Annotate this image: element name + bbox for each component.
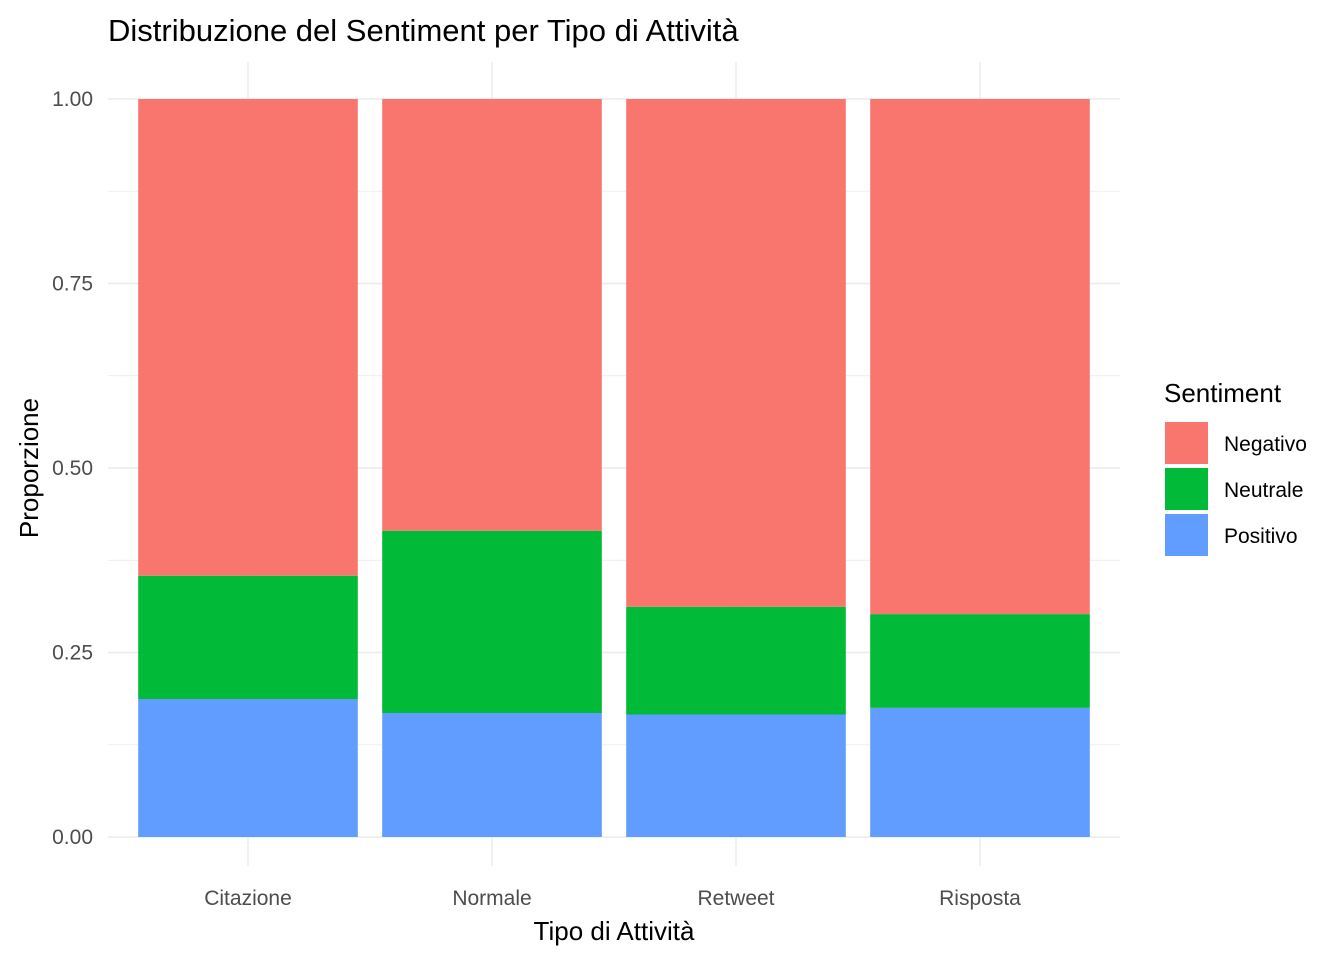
legend-label-neutrale: Neutrale [1224,479,1303,502]
bar-negativo-risposta [870,99,1090,615]
bar-positivo-risposta [870,707,1090,837]
y-tick-label: 0.75 [52,273,93,296]
bar-neutrale-normale [382,530,602,714]
x-axis-ticks: Citazione Normale Retweet Risposta [204,887,1021,910]
x-tick-label: Retweet [697,887,774,910]
chart-title: Distribuzione del Sentiment per Tipo di … [108,13,739,48]
bar-positivo-citazione [138,698,358,837]
bar-negativo-citazione [138,99,358,576]
legend-swatch-negativo [1165,422,1208,464]
legend-swatch-neutrale [1165,468,1208,510]
x-tick-label: Citazione [204,887,292,910]
bar-neutrale-citazione [138,575,358,699]
y-tick-label: 0.50 [52,457,93,480]
bar-negativo-normale [382,99,602,531]
bar-neutrale-risposta [870,614,1090,708]
y-tick-label: 0.25 [52,642,93,665]
legend-title: Sentiment [1164,378,1282,408]
legend-swatch-positivo [1165,514,1208,556]
legend-label-negativo: Negativo [1224,433,1307,456]
y-tick-label: 0.00 [52,826,93,849]
y-axis-label: Proporzione [14,398,44,538]
x-axis-label: Tipo di Attività [534,916,695,946]
bars [138,99,1090,837]
y-tick-label: 1.00 [52,88,93,111]
bar-positivo-retweet [626,714,846,837]
x-tick-label: Normale [452,887,531,910]
y-axis-ticks: 0.00 0.25 0.50 0.75 1.00 [52,88,93,849]
x-tick-label: Risposta [939,887,1021,910]
bar-negativo-retweet [626,99,846,607]
bar-neutrale-retweet [626,606,846,715]
bar-positivo-normale [382,713,602,837]
legend-label-positivo: Positivo [1224,525,1298,548]
legend: Sentiment Negativo Neutrale Positivo [1164,378,1307,556]
